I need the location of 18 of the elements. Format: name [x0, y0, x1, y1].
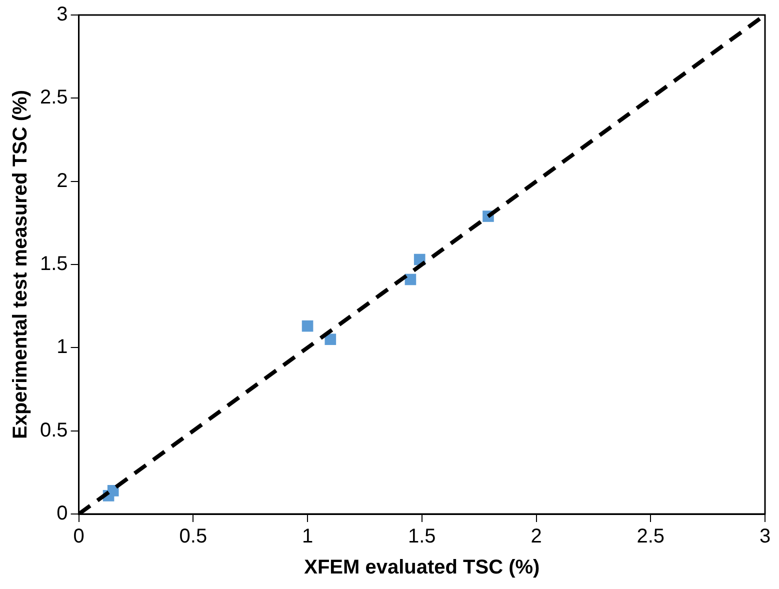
y-axis-title: Experimental test measured TSC (%)	[10, 90, 32, 439]
y-tick-label: 0	[56, 502, 68, 525]
x-tick-label: 2	[530, 526, 542, 548]
x-tick-label: 3	[759, 526, 771, 548]
y-tick-label: 1	[56, 336, 68, 358]
x-tick-label: 0	[73, 526, 84, 548]
x-axis-title: XFEM evaluated TSC (%)	[304, 556, 540, 579]
x-tick-label: 2.5	[636, 526, 665, 548]
point	[324, 334, 336, 346]
x-tick-label: 1	[302, 526, 314, 548]
point	[302, 320, 314, 332]
x-tick-label: 0.5	[179, 526, 208, 548]
x-tick-label: 1.5	[408, 526, 436, 548]
y-tick-label: 2.5	[40, 86, 68, 109]
y-tick-label: 3	[56, 4, 68, 26]
y-tick-label: 1.5	[40, 253, 68, 276]
y-tick-label: 0.5	[40, 419, 68, 442]
y-tick-label: 2	[56, 170, 68, 192]
